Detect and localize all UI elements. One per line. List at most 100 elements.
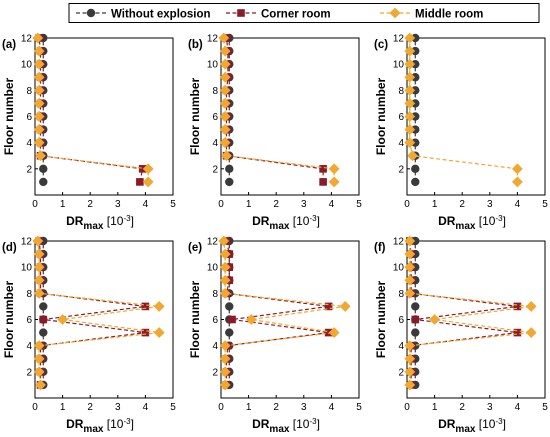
y-tick-label: 10 xyxy=(393,60,405,71)
data-point xyxy=(39,328,48,337)
data-point xyxy=(411,177,420,187)
legend-label: Middle room xyxy=(415,9,483,21)
data-point xyxy=(411,33,420,43)
data-point xyxy=(219,58,231,70)
y-tick-label: 2 xyxy=(398,164,404,175)
x-tick-label: 3 xyxy=(487,199,493,210)
x-tick-label: 0 xyxy=(404,402,410,413)
data-point xyxy=(33,45,45,57)
y-tick-label: 6 xyxy=(26,112,32,123)
data-point xyxy=(32,235,44,247)
x-tick-label: 5 xyxy=(170,402,176,413)
data-point xyxy=(404,379,416,391)
data-point xyxy=(411,302,420,311)
data-point xyxy=(404,248,416,260)
data-point xyxy=(33,84,45,96)
data-point xyxy=(225,302,234,311)
panel-label: (d) xyxy=(2,242,17,254)
legend-marker xyxy=(389,7,401,19)
y-tick-label: 6 xyxy=(212,315,218,326)
y-tick-label: 4 xyxy=(26,138,32,149)
data-point xyxy=(404,71,416,83)
data-point xyxy=(411,164,420,174)
data-point xyxy=(324,302,333,311)
data-point xyxy=(407,150,418,162)
x-tick-label: 1 xyxy=(432,402,438,413)
data-point xyxy=(142,176,154,188)
x-tick-label: 3 xyxy=(115,402,121,413)
x-tick-label: 5 xyxy=(170,199,176,210)
data-point xyxy=(404,287,416,299)
y-axis-label: Floor number xyxy=(2,281,16,359)
legend-marker xyxy=(237,9,245,17)
data-point xyxy=(219,379,231,391)
data-point xyxy=(324,328,333,337)
x-tick-label: 1 xyxy=(60,402,66,413)
y-tick-label: 8 xyxy=(212,86,218,97)
y-tick-label: 10 xyxy=(207,60,219,71)
data-point xyxy=(33,58,45,70)
y-axis-label: Floor number xyxy=(374,281,388,359)
x-tick-label: 4 xyxy=(143,402,149,413)
data-point xyxy=(219,111,231,122)
y-axis-label: Floor number xyxy=(188,281,202,359)
x-axis-label: DRmax [10-3] xyxy=(66,417,134,435)
y-tick-label: 4 xyxy=(212,341,218,352)
series-line xyxy=(37,37,149,182)
series-line xyxy=(225,240,329,385)
data-point xyxy=(33,287,45,299)
x-axis-label: DRmax [10-3] xyxy=(438,214,506,232)
data-point xyxy=(225,177,234,187)
series xyxy=(32,235,165,391)
legend-entry: Corner room xyxy=(226,9,331,21)
data-point xyxy=(404,353,416,365)
y-tick-label: 2 xyxy=(26,164,32,175)
legend-label: Corner room xyxy=(261,9,331,21)
data-point xyxy=(219,71,231,83)
data-point xyxy=(153,301,165,312)
data-point xyxy=(411,328,420,337)
series xyxy=(404,32,523,188)
x-tick-label: 4 xyxy=(143,199,149,210)
x-tick-label: 5 xyxy=(542,199,548,210)
y-tick-label: 4 xyxy=(398,138,404,149)
x-axis-label: DRmax [10-3] xyxy=(252,417,320,435)
x-tick-label: 4 xyxy=(515,402,521,413)
legend-marker xyxy=(86,8,96,18)
y-tick-label: 10 xyxy=(393,263,405,274)
plot-frame xyxy=(220,37,360,196)
y-tick-label: 10 xyxy=(207,263,219,274)
x-tick-label: 1 xyxy=(246,402,252,413)
data-point xyxy=(328,176,340,188)
y-tick-label: 12 xyxy=(393,237,405,248)
data-point xyxy=(512,176,523,188)
data-point xyxy=(219,353,231,365)
legend-label: Without explosion xyxy=(111,9,211,21)
series xyxy=(225,236,234,390)
data-point xyxy=(513,302,522,311)
data-point xyxy=(404,366,416,378)
series xyxy=(222,34,327,186)
y-tick-label: 10 xyxy=(21,263,33,274)
plot-frame xyxy=(34,37,174,196)
data-point xyxy=(33,137,45,149)
x-tick-label: 1 xyxy=(60,199,66,210)
data-point xyxy=(33,261,45,273)
data-point xyxy=(411,73,420,82)
data-point xyxy=(219,84,231,96)
data-point xyxy=(404,261,416,273)
data-point xyxy=(245,314,257,325)
x-tick-label: 2 xyxy=(273,402,279,413)
x-tick-label: 1 xyxy=(246,199,252,210)
data-point xyxy=(218,235,230,247)
y-tick-label: 2 xyxy=(212,367,218,378)
data-point xyxy=(219,366,231,378)
y-tick-label: 4 xyxy=(398,341,404,352)
y-tick-label: 8 xyxy=(212,289,218,300)
series xyxy=(411,236,420,390)
panel-label: (b) xyxy=(188,39,203,51)
plot-frame xyxy=(406,37,546,196)
